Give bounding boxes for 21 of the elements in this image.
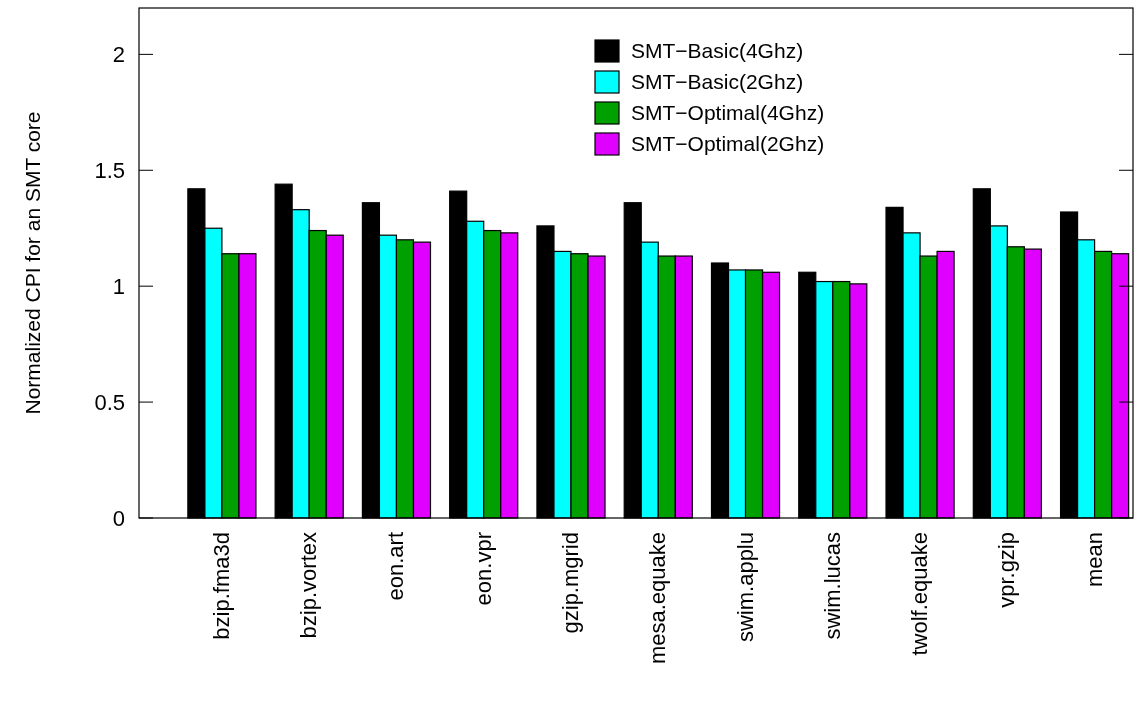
x-tick-label: eon.art — [383, 532, 409, 601]
x-tick-label: swim.applu — [732, 532, 758, 643]
y-tick-label: 2 — [112, 42, 125, 68]
y-tick-label: 1.5 — [94, 157, 125, 183]
x-tick-label: eon.vpr — [470, 532, 496, 606]
x-tick-label: gzip.mgrid — [557, 532, 583, 634]
legend-label: SMT−Basic(4Ghz) — [631, 39, 804, 63]
x-tick-label: mesa.equake — [645, 532, 671, 665]
x-tick-label: vpr.gzip — [994, 532, 1020, 608]
x-tick-label: bzip.fma3d — [208, 532, 234, 640]
x-tick-label: mean — [1081, 532, 1107, 588]
legend-label: SMT−Optimal(4Ghz) — [631, 101, 825, 125]
y-tick-label: 0 — [112, 505, 125, 531]
x-tick-label: swim.lucas — [819, 532, 845, 640]
x-tick-label: twolf.equake — [907, 532, 933, 656]
x-tick-label: bzip.vortex — [296, 532, 322, 639]
legend-label: SMT−Optimal(2Ghz) — [631, 132, 825, 156]
y-tick-label: 0.5 — [94, 389, 125, 415]
y-tick-label: 1 — [112, 273, 125, 299]
legend-label: SMT−Basic(2Ghz) — [631, 70, 804, 94]
y-axis-title: Normalized CPI for an SMT core — [21, 111, 44, 415]
